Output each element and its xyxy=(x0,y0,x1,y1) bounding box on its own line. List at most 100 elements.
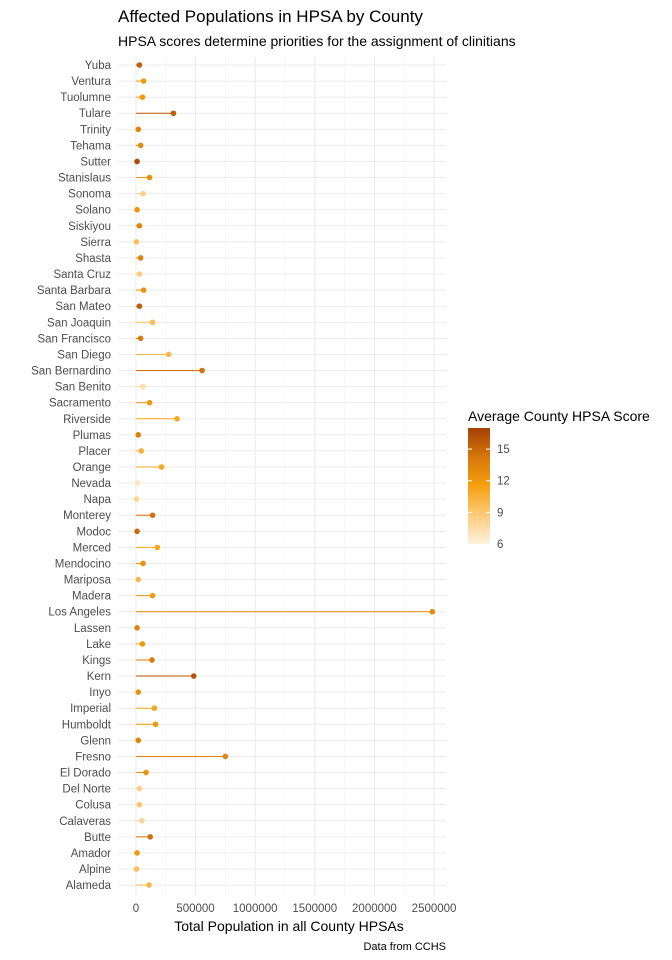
y-tick-label: Riverside xyxy=(63,414,111,426)
y-tick-label: Glenn xyxy=(80,735,111,747)
legend-tick-label: 12 xyxy=(497,476,510,488)
x-tick-label: 2500000 xyxy=(412,903,457,915)
data-point xyxy=(149,319,156,326)
data-point xyxy=(143,769,149,776)
y-tick-label: Plumas xyxy=(73,430,112,442)
y-tick-label: Los Angeles xyxy=(48,607,111,619)
chart-title: Affected Populations in HPSA by County xyxy=(118,7,423,26)
data-point xyxy=(146,882,152,888)
y-tick-label: El Dorado xyxy=(60,768,111,780)
legend-title: Average County HPSA Score xyxy=(468,408,650,424)
y-tick-label: Sonoma xyxy=(68,189,111,201)
y-tick-label: Imperial xyxy=(70,703,111,715)
x-tick-label: 1500000 xyxy=(292,903,337,915)
y-tick-label: Merced xyxy=(73,542,111,554)
data-point xyxy=(137,255,144,261)
data-point xyxy=(138,448,145,454)
data-point xyxy=(134,158,140,165)
y-tick-label: Santa Barbara xyxy=(37,285,112,297)
y-tick-label: Sutter xyxy=(80,156,111,168)
data-point xyxy=(134,625,140,631)
x-tick-label: 1000000 xyxy=(233,903,278,915)
y-tick-label: Lake xyxy=(86,639,111,651)
data-point xyxy=(136,303,143,310)
data-point xyxy=(135,689,142,695)
y-tick-label: Madera xyxy=(72,591,112,603)
data-point xyxy=(140,287,147,293)
data-point xyxy=(136,271,143,277)
y-axis-tick-labels: Yuba Ventura Tuolumne Tulare Trinity Tehama Su… xyxy=(31,60,112,892)
y-tick-label: Placer xyxy=(78,446,111,458)
legend-colorbar xyxy=(468,428,490,544)
chart-subtitle: HPSA scores determine priorities for the… xyxy=(118,33,516,49)
data-point xyxy=(134,206,140,213)
data-point xyxy=(135,432,142,438)
legend-ticks: 6 9 12 15 xyxy=(468,444,510,551)
data-point xyxy=(147,834,154,840)
data-point xyxy=(199,367,205,374)
data-point xyxy=(133,496,140,502)
y-tick-label: Lassen xyxy=(74,623,111,635)
y-tick-label: Colusa xyxy=(75,800,111,812)
y-tick-label: Calaveras xyxy=(59,816,111,828)
data-point xyxy=(136,801,143,808)
data-point xyxy=(139,94,146,100)
y-tick-label: Orange xyxy=(73,462,111,474)
y-tick-label: Humboldt xyxy=(62,719,112,731)
y-tick-label: San Bernardino xyxy=(31,366,111,378)
data-point xyxy=(158,464,165,470)
x-axis-title: Total Population in all County HPSAs xyxy=(174,918,404,934)
y-tick-label: Monterey xyxy=(63,510,111,522)
y-tick-label: Solano xyxy=(75,205,111,217)
y-tick-label: Sacramento xyxy=(49,398,111,410)
data-point xyxy=(222,753,229,760)
y-tick-label: Modoc xyxy=(76,526,111,538)
legend-tick-label: 15 xyxy=(497,444,510,456)
legend-tick-label: 6 xyxy=(497,539,503,551)
data-point xyxy=(429,608,436,615)
y-tick-label: Amador xyxy=(71,848,111,860)
y-tick-label: Nevada xyxy=(71,478,111,490)
gridlines xyxy=(118,57,446,896)
data-point xyxy=(136,785,143,792)
y-tick-label: Yuba xyxy=(85,60,112,72)
y-tick-label: Mariposa xyxy=(64,575,112,587)
legend-tick-label: 9 xyxy=(497,507,503,519)
y-tick-label: Fresno xyxy=(75,751,111,763)
data-points xyxy=(133,62,436,888)
data-point xyxy=(151,705,158,711)
caption: Data from CCHS xyxy=(363,941,446,953)
x-tick-label: 2000000 xyxy=(352,903,397,915)
data-point xyxy=(149,657,155,663)
data-point xyxy=(135,737,142,744)
data-point xyxy=(137,142,144,149)
y-tick-label: San Joaquin xyxy=(47,317,111,329)
y-tick-label: San Diego xyxy=(57,349,111,361)
y-tick-label: Alpine xyxy=(79,864,111,876)
data-point xyxy=(174,415,180,422)
data-point xyxy=(165,351,172,358)
y-tick-label: Butte xyxy=(84,832,111,844)
y-tick-label: Del Norte xyxy=(62,784,111,796)
y-tick-label: Tuolumne xyxy=(60,92,111,104)
y-tick-label: San Mateo xyxy=(55,301,111,313)
data-point xyxy=(134,850,140,856)
data-point xyxy=(170,110,177,117)
x-tick-label: 500000 xyxy=(176,903,214,915)
y-tick-label: Kings xyxy=(82,655,111,667)
data-point xyxy=(146,174,153,181)
y-tick-label: Tulare xyxy=(79,108,111,120)
data-point xyxy=(190,673,197,679)
data-point xyxy=(140,560,146,567)
data-point xyxy=(133,239,140,245)
data-point xyxy=(136,62,143,68)
y-tick-label: Napa xyxy=(84,494,112,506)
y-tick-label: San Francisco xyxy=(37,333,111,345)
y-tick-label: Trinity xyxy=(80,124,111,136)
x-tick-label: 0 xyxy=(133,903,139,915)
y-tick-label: Stanislaus xyxy=(58,173,111,185)
x-axis-tick-labels: 0 500000 1000000 1500000 2000000 2500000 xyxy=(133,903,457,915)
data-point xyxy=(134,480,141,486)
y-tick-label: Shasta xyxy=(75,253,111,265)
